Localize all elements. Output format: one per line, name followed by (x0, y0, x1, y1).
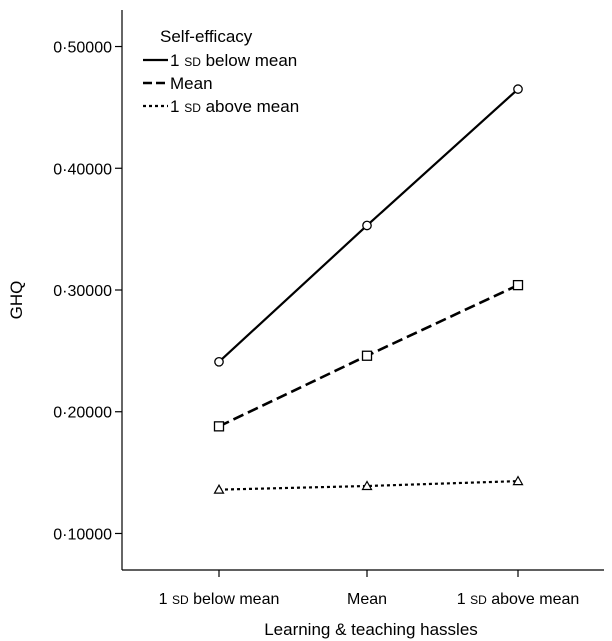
label-sd: SD (470, 593, 487, 607)
y-tick-label: 0·20000 (53, 405, 112, 422)
legend-label: Mean (170, 74, 213, 93)
legend: Self-efficacy 1 SD below mean Mean 1 SD abo… (143, 27, 299, 116)
data-point-circle (214, 356, 224, 367)
label-sd: SD (184, 101, 201, 115)
label-part: Mean (347, 591, 387, 608)
legend-label: 1 SD above mean (170, 97, 299, 116)
legend-title: Self-efficacy (160, 27, 253, 46)
y-tick-label: 0·30000 (53, 283, 112, 300)
y-tick-label: 0·40000 (53, 161, 112, 178)
data-point-circle (513, 84, 523, 94)
y-axis-title: GHQ (7, 281, 26, 320)
label-part: 1 (170, 51, 184, 70)
legend-label: 1 SD below mean (170, 51, 297, 70)
label-part: 1 (170, 97, 184, 116)
data-point-triangle (512, 475, 524, 486)
x-axis-ticks: 1 SD below mean Mean 1 SD above mean (159, 570, 580, 608)
series-line (218, 480, 519, 491)
data-point-triangle (213, 483, 225, 494)
data-point-square (213, 421, 225, 432)
x-tick-label: Mean (347, 591, 387, 608)
x-tick-label: 1 SD below mean (159, 591, 280, 608)
series-dotted (213, 475, 524, 494)
label-part: above mean (487, 591, 580, 608)
series-solid (214, 84, 523, 367)
data-point-circle (362, 220, 372, 231)
series-layer (213, 84, 524, 494)
label-sd: SD (184, 55, 201, 69)
label-part: 1 (159, 591, 172, 608)
label-part: below mean (201, 51, 297, 70)
x-axis-title: Learning & teaching hassles (264, 620, 478, 639)
label-part: Mean (170, 74, 213, 93)
data-point-square (512, 279, 524, 291)
label-sd: SD (172, 593, 189, 607)
y-axis-ticks: 0·10000 0·20000 0·30000 0·40000 0·50000 (53, 40, 122, 543)
label-part: 1 (457, 591, 470, 608)
y-tick-label: 0·10000 (53, 526, 112, 543)
y-tick-label: 0·50000 (53, 40, 112, 57)
label-part: below mean (189, 591, 280, 608)
x-tick-label: 1 SD above mean (457, 591, 580, 608)
label-part: above mean (201, 97, 299, 116)
series-dashed (213, 279, 524, 432)
data-point-square (361, 350, 373, 361)
data-point-triangle (361, 480, 373, 491)
